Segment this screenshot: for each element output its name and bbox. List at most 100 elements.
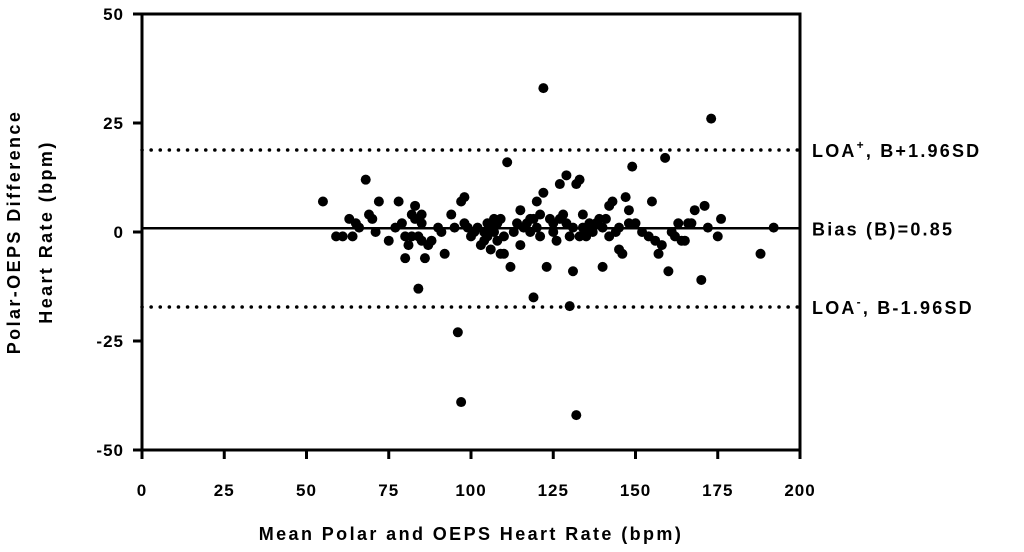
data-point xyxy=(410,200,421,211)
data-point xyxy=(452,327,463,338)
data-point xyxy=(354,222,365,233)
data-point xyxy=(489,227,500,237)
data-point xyxy=(768,222,779,233)
data-point xyxy=(617,248,628,259)
data-point xyxy=(436,227,447,237)
data-point xyxy=(567,222,578,233)
y-tick-label: -50 xyxy=(96,441,124,460)
data-point xyxy=(653,248,664,259)
data-point xyxy=(439,248,450,259)
y-tick-label: 0 xyxy=(114,223,124,242)
data-point xyxy=(614,222,625,233)
data-point xyxy=(607,196,618,207)
data-point xyxy=(755,248,766,259)
data-point xyxy=(498,231,509,242)
data-point xyxy=(663,266,674,277)
data-point xyxy=(317,196,328,207)
loa-upper-label: LOA+, B+1.96SD xyxy=(812,138,981,161)
data-points xyxy=(317,83,779,421)
y-tick-label: 50 xyxy=(103,5,124,24)
data-point xyxy=(370,227,381,237)
data-point xyxy=(505,261,516,272)
data-point xyxy=(347,231,358,242)
x-tick-label: 50 xyxy=(296,481,317,500)
data-point xyxy=(531,222,542,233)
data-point xyxy=(577,209,588,220)
data-point xyxy=(416,209,427,220)
data-point xyxy=(360,174,371,185)
x-tick-label: 175 xyxy=(702,481,733,500)
data-point xyxy=(498,248,509,259)
data-point xyxy=(686,218,697,229)
data-point xyxy=(383,235,394,246)
data-point xyxy=(413,283,424,294)
data-point xyxy=(403,240,414,251)
data-point xyxy=(564,301,575,312)
loa-lower-label: LOA-, B-1.96SD xyxy=(812,295,974,318)
y-axis-title-line2: Heart Rate (bpm) xyxy=(36,140,56,323)
data-point xyxy=(716,213,727,224)
x-tick-label: 150 xyxy=(620,481,651,500)
data-point xyxy=(446,209,457,220)
data-point xyxy=(673,218,684,229)
data-point xyxy=(620,192,631,203)
data-point xyxy=(597,222,608,233)
data-point xyxy=(696,274,707,285)
data-point xyxy=(528,292,539,303)
data-point xyxy=(554,179,565,190)
data-point xyxy=(574,174,585,185)
x-tick-label: 100 xyxy=(455,481,486,500)
data-point xyxy=(551,235,562,246)
x-axis-title: Mean Polar and OEPS Heart Rate (bpm) xyxy=(259,524,683,544)
y-axis-title-line1: Polar-OEPS Difference xyxy=(4,110,24,354)
data-point xyxy=(535,209,546,220)
data-point xyxy=(548,227,559,237)
data-point xyxy=(337,231,348,242)
data-point xyxy=(627,161,638,172)
data-point xyxy=(541,261,552,272)
data-point xyxy=(564,231,575,242)
data-point xyxy=(508,227,519,237)
x-tick-label: 0 xyxy=(137,481,147,500)
data-point xyxy=(535,231,546,242)
data-point xyxy=(600,213,611,224)
data-point xyxy=(587,227,598,237)
x-tick-label: 25 xyxy=(214,481,235,500)
data-point xyxy=(515,205,526,216)
data-point xyxy=(531,196,542,207)
data-point xyxy=(561,170,572,181)
data-point xyxy=(426,235,437,246)
data-point xyxy=(679,235,690,246)
data-point xyxy=(459,192,470,203)
axis-ticks xyxy=(133,12,802,459)
data-point xyxy=(396,218,407,229)
data-point xyxy=(449,222,460,233)
x-tick-label: 125 xyxy=(538,481,569,500)
tick-labels: 0 25 50 75 100 125 150 175 200 50 25 0 -25 -50 xyxy=(96,5,815,500)
data-point xyxy=(373,196,384,207)
y-tick-label: -25 xyxy=(96,332,124,351)
x-tick-label: 200 xyxy=(784,481,815,500)
data-point xyxy=(485,244,496,255)
data-point xyxy=(400,253,411,264)
data-point xyxy=(515,240,526,251)
data-point xyxy=(567,266,578,277)
x-tick-label: 75 xyxy=(378,481,399,500)
data-point xyxy=(416,218,427,229)
data-point xyxy=(538,83,549,94)
data-point xyxy=(419,253,430,264)
data-point xyxy=(558,209,569,220)
data-point xyxy=(630,218,641,229)
data-point xyxy=(502,157,513,168)
data-point xyxy=(646,196,657,207)
data-point xyxy=(689,205,700,216)
data-point xyxy=(702,222,713,233)
data-point xyxy=(660,152,671,163)
data-point xyxy=(712,231,723,242)
data-point xyxy=(571,410,582,421)
data-point xyxy=(656,240,667,251)
data-point xyxy=(623,205,634,216)
reference-line-labels: LOA+, B+1.96SD Bias (B)=0.85 LOA-, B-1.96S… xyxy=(812,138,981,318)
y-tick-label: 25 xyxy=(103,114,124,133)
